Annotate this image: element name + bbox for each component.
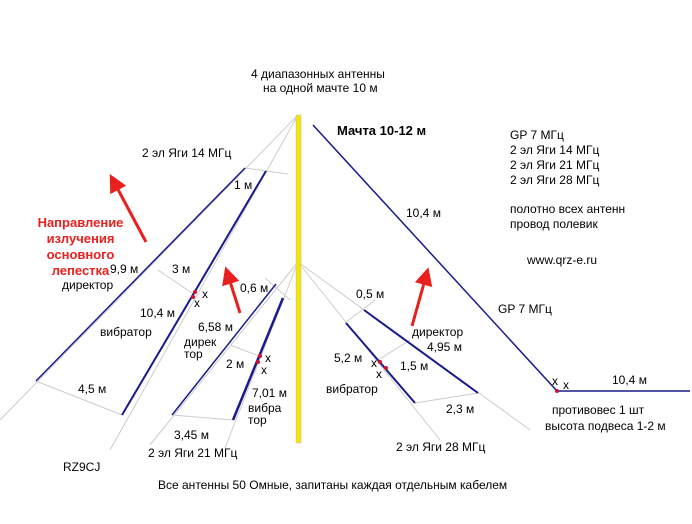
feed-mark: x [376,367,382,381]
direction-label-line: лепестка [51,263,110,278]
yagi28-vibrator-label: вибратор [326,382,378,396]
label-line: тор [248,413,267,427]
mast-label: Мачта 10-12 м [337,123,427,138]
yagi14-spacing-bottom: 4,5 м [78,382,107,396]
yagi14-director [35,167,246,382]
yagi28-vibrator-length: 5,2 м [334,351,363,365]
yagi14-director-label: директор [62,278,114,292]
yagi21-spacing-mid: 2 м [226,357,245,371]
yagi28-director [363,309,479,394]
yagi28-director-label: директор [412,325,464,339]
feed-mark: x [265,351,271,365]
gp-counterpoise-length: 10,4 м [612,373,647,387]
mast [295,114,302,444]
yagi14-title: 2 эл Яги 14 МГц [142,146,232,160]
legend-item: 2 эл Яги 14 МГц [510,143,600,157]
label-line: вибра [248,401,282,415]
yagi28-spacing-mid: 1,5 м [400,359,429,373]
arrow-icon [222,266,242,314]
legend-item: 2 эл Яги 21 МГц [510,158,600,172]
feed-mark: x [202,287,208,301]
arrow-icon [410,267,433,327]
yagi28-director-length: 4,95 м [427,340,462,354]
yagi21-spacing-top: 0,6 м [240,281,269,295]
feed-mark: x [194,296,200,310]
yagi21-spacing-bottom: 3,45 м [174,428,209,442]
gp-label: GP 7 МГц [498,302,552,316]
direction-label-line: основного [46,247,115,262]
feed-mark: x [371,356,377,370]
direction-arrows [109,174,433,327]
gp-radiator [312,124,558,392]
label-line: дирек [184,335,217,349]
yagi14-vibrator-label: вибратор [100,325,152,339]
yagi28-spacing-top: 0,5 м [356,287,385,301]
wire-note-line2: провод полевик [510,217,598,231]
yagi21-director-label: дирек тор [184,336,216,360]
direction-label-line: излучения [46,231,115,246]
author-callsign: RZ9CJ [63,460,101,474]
gp-counterpoise-note: противовес 1 шт [552,403,645,417]
yagi21-vibrator [231,297,285,421]
arrow-icon [109,174,148,243]
legend-item: 2 эл Яги 28 МГц [510,173,600,187]
direction-label-line: Направление [37,215,124,230]
footer-note: Все антенны 50 Омные, запитаны каждая от… [158,478,508,492]
website-link[interactable]: www.qrz-e.ru [527,253,598,267]
feed-mark: x [563,378,569,392]
yagi14-spacing-mid: 3 м [172,262,191,276]
yagi21-vibrator-label: вибра тор [248,402,281,426]
yagi14-director-length: 9,9 м [110,262,139,276]
yagi28-title: 2 эл Яги 28 МГц [396,440,486,454]
feed-mark: x [552,374,558,388]
yagi14-spacing-top: 1 м [234,178,253,192]
label-line: тор [184,347,203,361]
gp-height-note: высота подвеса 1-2 м [545,419,666,433]
yagi21-vibrator-length: 7,01 м [252,386,287,400]
legend-item: GP 7 МГц [510,128,564,142]
wire-note-line1: полотно всех антенн [510,202,626,216]
yagi28-spacing-bottom: 2,3 м [446,402,475,416]
feed-points [191,290,559,393]
title-line2: на одной мачте 10 м [263,81,378,95]
yagi21-title: 2 эл Яги 21 МГц [148,446,238,460]
gp-radiator-length: 10,4 м [406,206,441,220]
yagi14-vibrator-length: 10,4 м [140,306,175,320]
feed-mark: x [261,363,267,377]
title-line1: 4 диапазонных антенны [251,67,385,81]
yagi21-director [171,283,277,416]
yagi21-director-length: 6,58 м [198,320,233,334]
direction-label: Направление излучения основного лепестка [28,215,133,279]
